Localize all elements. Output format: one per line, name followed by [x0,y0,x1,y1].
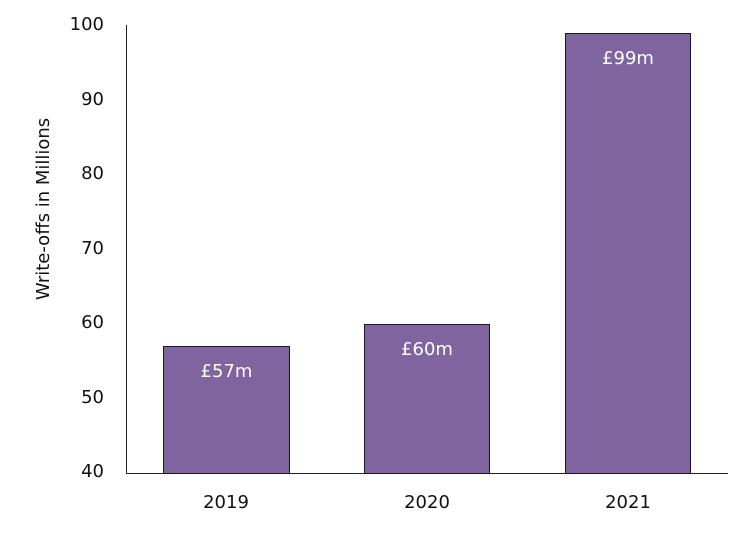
y-tick: 60 [81,312,104,333]
y-tick: 70 [81,238,104,259]
bar-2021: £99m [565,33,691,474]
bar-2019: £57m [163,346,290,474]
x-tick: 2019 [203,492,249,513]
bar-2020: £60m [364,324,490,474]
y-tick: 50 [81,387,104,408]
bar-value-label: £57m [200,361,253,382]
y-axis-label: Write-offs in Millions [33,117,54,301]
x-tick: 2021 [605,492,651,513]
y-tick: 40 [81,461,104,482]
y-axis-line [126,25,127,474]
y-tick: 80 [81,163,104,184]
y-tick: 90 [81,89,104,110]
x-tick: 2020 [404,492,450,513]
y-tick: 100 [69,14,104,35]
bar-value-label: £99m [602,48,654,69]
bar-value-label: £60m [401,339,453,360]
